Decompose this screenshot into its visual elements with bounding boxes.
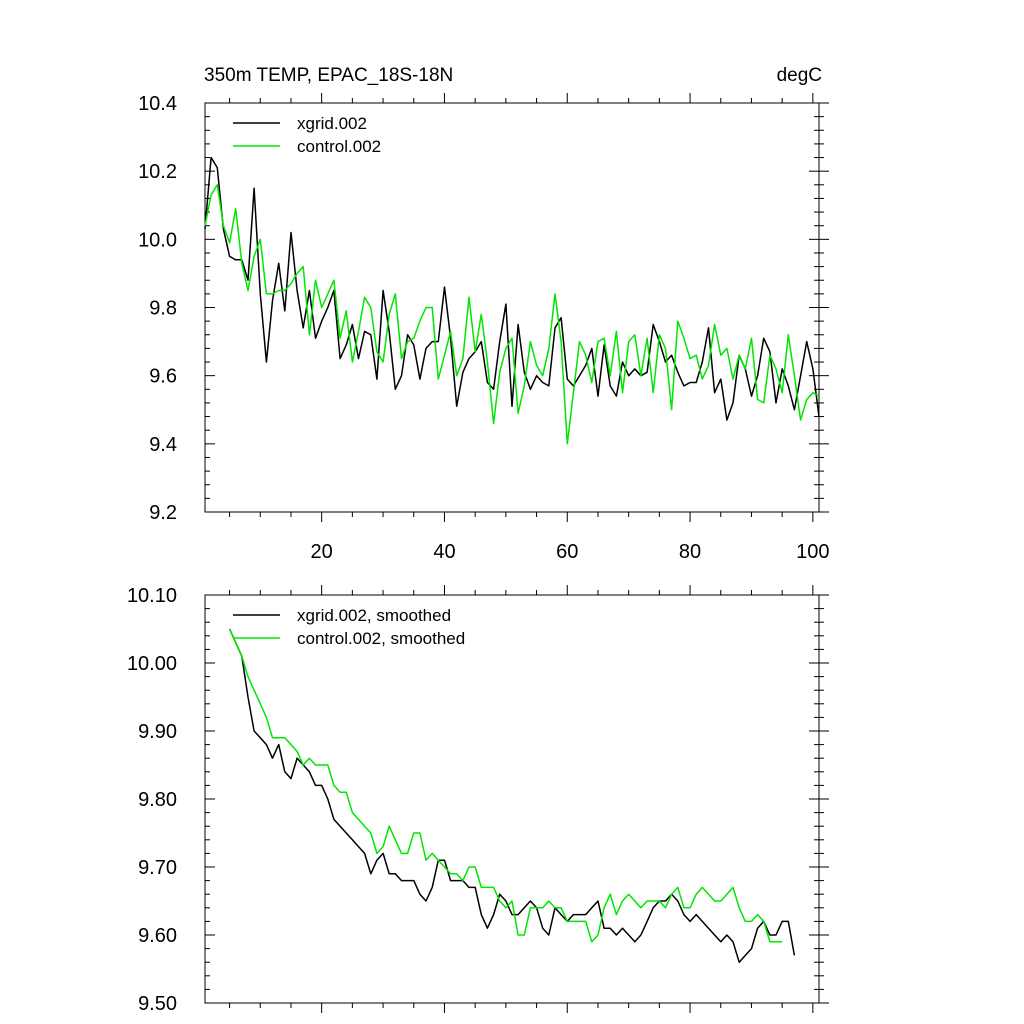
x-tick-label: 60: [556, 541, 578, 563]
legend-label: control.002: [297, 137, 381, 156]
x-tick-label: 100: [796, 541, 829, 563]
y-tick-label: 9.8: [149, 298, 177, 320]
y-tick-label: 10.00: [127, 653, 177, 675]
legend-label: xgrid.002: [297, 114, 367, 133]
y-tick-label: 9.60: [138, 925, 177, 947]
series-line-control: [204, 184, 820, 445]
y-tick-label: 9.2: [149, 502, 177, 524]
series-line-control: [228, 628, 783, 943]
y-tick-label: 10.0: [138, 229, 177, 251]
y-tick-label: 9.6: [149, 366, 177, 388]
top-panel: 350m TEMP, EPAC_18S-18N degC 20 40 60 80 100…: [138, 65, 829, 563]
y-tick-label: 10.4: [138, 93, 177, 115]
x-tick-label: 20: [311, 541, 333, 563]
y-tick-label: 10.2: [138, 161, 177, 183]
legend-label: control.002, smoothed: [297, 629, 465, 648]
legend-label: xgrid.002, smoothed: [297, 606, 451, 625]
plot-frame: [204, 594, 820, 1004]
plot-frame: [204, 102, 820, 513]
y-tick-label: 9.4: [149, 434, 177, 456]
y-tick-label: 9.80: [138, 789, 177, 811]
series-line-xgrid: [204, 156, 820, 421]
x-tick-label: 40: [433, 541, 455, 563]
chart-title: 350m TEMP, EPAC_18S-18N: [204, 65, 453, 86]
y-tick-label: 9.90: [138, 721, 177, 743]
bottom-panel: 9.50 9.60 9.70 9.80 9.90 10.00 10.10 xgrid.002,…: [127, 585, 829, 1015]
y-tick-label: 10.10: [127, 585, 177, 607]
x-tick-label: 80: [679, 541, 701, 563]
series-line-xgrid: [228, 628, 796, 963]
chart-units-label: degC: [777, 65, 822, 86]
y-tick-label: 9.50: [138, 993, 177, 1015]
y-tick-label: 9.70: [138, 857, 177, 879]
